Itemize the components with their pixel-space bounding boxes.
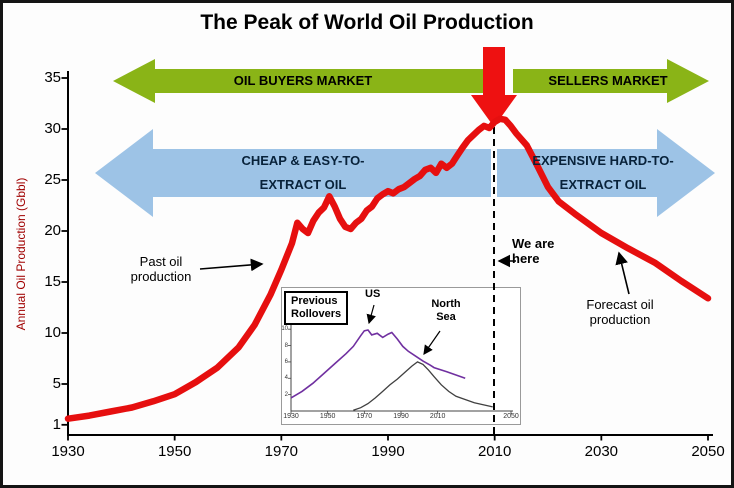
- y-axis-title: Annual Oil Production (Gbbl): [14, 177, 28, 331]
- x-tick-label: 1990: [371, 443, 405, 460]
- north-sea-label: North Sea: [431, 298, 461, 323]
- inset-title-box: Previous Rollovers: [284, 291, 349, 325]
- sellers-market-label: SELLERS MARKET: [548, 73, 668, 88]
- past-production-pointer-arrow: [199, 258, 264, 272]
- y-tick-label: 1: [52, 415, 61, 433]
- x-tick-label: 2010: [477, 443, 512, 460]
- y-tick-label: 15: [44, 273, 61, 290]
- cheap-oil-label: CHEAP & EASY-TO- EXTRACT OIL: [241, 153, 365, 192]
- forecast-production-label: Forecast oil production: [586, 297, 654, 327]
- past-production-label: Past oil production: [130, 254, 192, 284]
- x-tick-label: 1950: [157, 443, 192, 460]
- y-tick-label: 25: [44, 171, 61, 188]
- us-label: US: [365, 288, 381, 300]
- x-tick-label: 1930: [51, 443, 85, 460]
- buyers-market-label: OIL BUYERS MARKET: [233, 73, 373, 88]
- we-are-here-label: We are here: [512, 236, 555, 266]
- x-tick-label: 2050: [691, 443, 725, 460]
- x-tick-label: 1970: [264, 443, 299, 460]
- y-tick-label: 35: [44, 69, 61, 86]
- expensive-oil-label: EXPENSIVE HARD-TO- EXTRACT OIL: [532, 153, 674, 192]
- y-tick-label: 10: [44, 324, 61, 341]
- forecast-pointer-arrow: [615, 251, 630, 295]
- x-tick-label: 2030: [584, 443, 619, 460]
- chart-title: The Peak of World Oil Production: [200, 11, 534, 34]
- peak-down-arrow: [471, 47, 517, 127]
- y-tick-label: 5: [52, 375, 61, 392]
- y-tick-label: 20: [44, 222, 61, 239]
- y-tick-label: 30: [44, 120, 61, 137]
